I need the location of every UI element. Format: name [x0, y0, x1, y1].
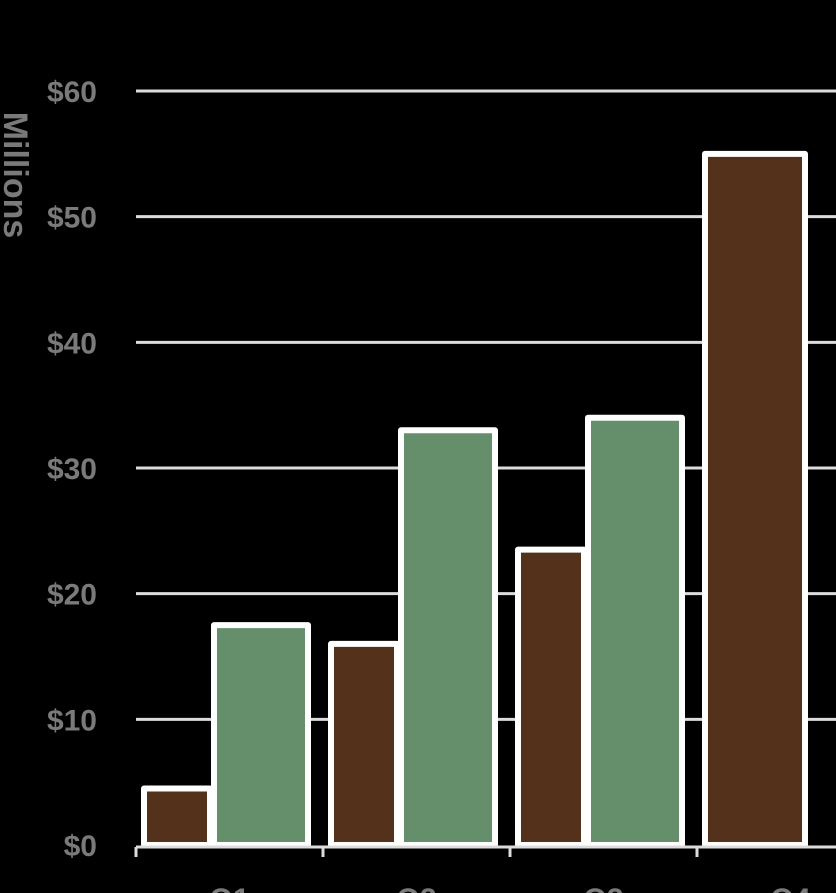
y-tick-label: $50 — [47, 202, 97, 235]
x-tick-label: Q1 — [209, 883, 249, 893]
bar-layer — [141, 150, 808, 849]
bar-q3-series-2 — [585, 414, 685, 848]
y-tick-label: $20 — [47, 579, 97, 612]
y-tick-label: $0 — [64, 830, 97, 863]
x-tick-label: Q2 — [396, 883, 436, 893]
bar-q1-series-2 — [211, 622, 311, 848]
x-tick-label: Q4 — [770, 883, 810, 893]
bar-q2-series-1 — [328, 640, 400, 849]
axis-layer: Millions $0 $10 $20 $30 $40 $50 $60 Q1 Q2 Q3 Q4 — [0, 76, 836, 893]
x-tick-label: Q3 — [583, 883, 623, 893]
y-tick-label: $10 — [47, 704, 97, 737]
bar-q3-series-1 — [515, 546, 587, 849]
bar-q4-series-1 — [702, 150, 808, 849]
y-axis-title: Millions — [0, 112, 34, 239]
y-tick-label: $30 — [47, 453, 97, 486]
bar-q1-series-1 — [141, 785, 213, 849]
bar-q2-series-2 — [398, 427, 498, 848]
y-tick-label: $60 — [47, 76, 97, 109]
y-tick-label: $40 — [47, 327, 97, 360]
